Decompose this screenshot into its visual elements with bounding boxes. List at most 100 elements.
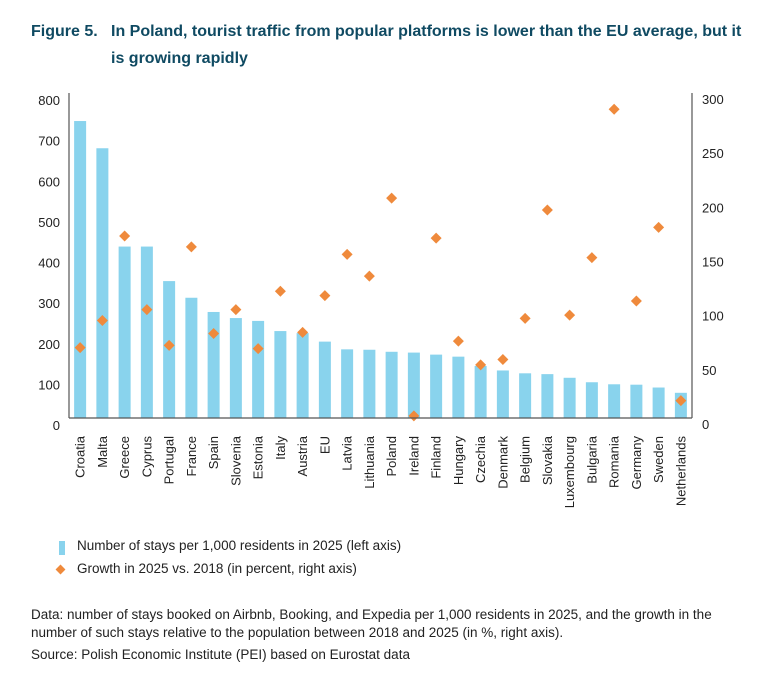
diamond-romania <box>608 103 620 115</box>
diamond-latvia <box>341 248 353 260</box>
left-tick-label: 800 <box>38 93 60 108</box>
scatter-series <box>74 103 687 422</box>
diamond-italy <box>274 285 286 297</box>
x-tick-label: France <box>184 436 199 476</box>
left-tick-label: 500 <box>38 215 60 230</box>
bar-bulgaria <box>585 382 598 418</box>
diamond-greece <box>119 230 131 242</box>
x-tick-label: Spain <box>206 436 221 469</box>
x-tick-label: Slovakia <box>540 435 555 485</box>
left-tick-label: 100 <box>38 377 60 392</box>
legend-diamond-swatch <box>55 564 66 575</box>
x-tick-label: Estonia <box>251 435 266 479</box>
right-tick-label: 300 <box>702 92 724 107</box>
bar-france <box>185 297 198 418</box>
bar-cyprus <box>140 246 153 418</box>
diamond-bulgaria <box>586 252 598 264</box>
diamond-finland <box>430 232 442 244</box>
right-axis-ticks: 0 50 100 150 200 250 300 <box>702 92 724 432</box>
x-tick-label: Malta <box>95 435 110 468</box>
right-tick-label: 100 <box>702 309 724 324</box>
x-tick-label: Latvia <box>340 435 355 470</box>
bar-germany <box>630 384 643 418</box>
x-tick-label: Lithuania <box>362 435 377 489</box>
bar-hungary <box>452 356 465 418</box>
x-tick-label: Belgium <box>518 436 533 483</box>
bar-malta <box>96 148 109 418</box>
diamond-luxembourg <box>564 309 576 321</box>
legend-label: Number of stays per 1,000 residents in 2… <box>77 538 402 553</box>
bar-luxembourg <box>563 377 576 418</box>
left-tick-label: 200 <box>38 337 60 352</box>
left-tick-label: 700 <box>38 134 60 149</box>
x-tick-label: Croatia <box>73 435 88 478</box>
diamond-portugal <box>163 339 175 351</box>
x-tick-label: Bulgaria <box>584 435 599 483</box>
bar-eu <box>318 341 331 418</box>
legend-bar-swatch <box>59 541 65 555</box>
bar-slovakia <box>541 374 554 418</box>
right-tick-label: 150 <box>702 255 724 270</box>
bar-croatia <box>74 121 87 418</box>
x-tick-label: EU <box>317 436 332 454</box>
right-tick-label: 200 <box>702 200 724 215</box>
x-axis-labels: Croatia Malta Greece Cyprus Portugal France Sp… <box>73 435 689 508</box>
source-note: Source: Polish Economic Institute (PEI) … <box>31 647 410 662</box>
x-tick-label: Greece <box>117 436 132 479</box>
diamond-slovakia <box>541 204 553 216</box>
bar-denmark <box>496 370 509 418</box>
left-axis-ticks: 0 100 200 300 400 500 600 700 800 <box>38 93 60 433</box>
diamond-hungary <box>452 335 464 347</box>
figure-number: Figure 5. <box>31 23 98 40</box>
x-tick-label: Austria <box>295 435 310 476</box>
bar-austria <box>296 333 309 418</box>
bar-finland <box>430 354 443 418</box>
diamond-spain <box>208 328 220 339</box>
figure-title-text: In Poland, tourist traffic from popular … <box>111 23 742 67</box>
chart: 0 100 200 300 400 500 600 700 800 0 50 100 150 200 25… <box>38 92 724 508</box>
diamond-france <box>185 241 197 253</box>
data-note: Data: number of stays booked on Airbnb, … <box>31 607 712 640</box>
right-tick-label: 50 <box>702 363 716 378</box>
bar-spain <box>207 311 220 418</box>
axes <box>68 93 693 419</box>
left-tick-label: 600 <box>38 174 60 189</box>
bar-estonia <box>252 320 265 418</box>
bar-belgium <box>519 373 532 418</box>
diamond-croatia <box>74 342 86 354</box>
diamond-slovenia <box>230 304 242 316</box>
x-tick-label: Portugal <box>162 436 177 485</box>
bar-italy <box>274 331 287 418</box>
diamond-eu <box>319 290 331 302</box>
right-tick-label: 0 <box>702 417 709 432</box>
right-tick-label: 250 <box>702 146 724 161</box>
x-tick-label: Hungary <box>451 436 466 486</box>
diamond-estonia <box>252 343 264 355</box>
bar-slovenia <box>229 318 242 418</box>
diamond-netherlands <box>675 395 687 407</box>
legend-label: Growth in 2025 vs. 2018 (in percent, rig… <box>77 561 357 576</box>
x-tick-label: Slovenia <box>228 435 243 486</box>
bar-czechia <box>474 366 487 418</box>
diamond-czechia <box>475 359 487 371</box>
bar-series <box>74 121 687 418</box>
x-tick-label: Czechia <box>473 435 488 483</box>
diamond-belgium <box>519 312 531 324</box>
x-tick-label: Romania <box>607 435 622 488</box>
diamond-malta <box>96 315 108 326</box>
bar-lithuania <box>363 349 376 418</box>
bar-poland <box>385 351 398 418</box>
x-tick-label: Luxembourg <box>562 436 577 508</box>
bar-latvia <box>341 349 354 418</box>
diamond-austria <box>297 326 309 338</box>
x-tick-label: Finland <box>429 436 444 479</box>
x-tick-label: Poland <box>384 436 399 476</box>
diamond-lithuania <box>363 270 375 282</box>
x-tick-label: Netherlands <box>673 436 688 507</box>
bar-romania <box>608 384 621 418</box>
diamond-denmark <box>497 354 509 365</box>
diamond-sweden <box>653 221 665 233</box>
x-tick-label: Denmark <box>495 436 510 489</box>
left-tick-label: 400 <box>38 256 60 271</box>
bar-sweden <box>652 387 665 418</box>
